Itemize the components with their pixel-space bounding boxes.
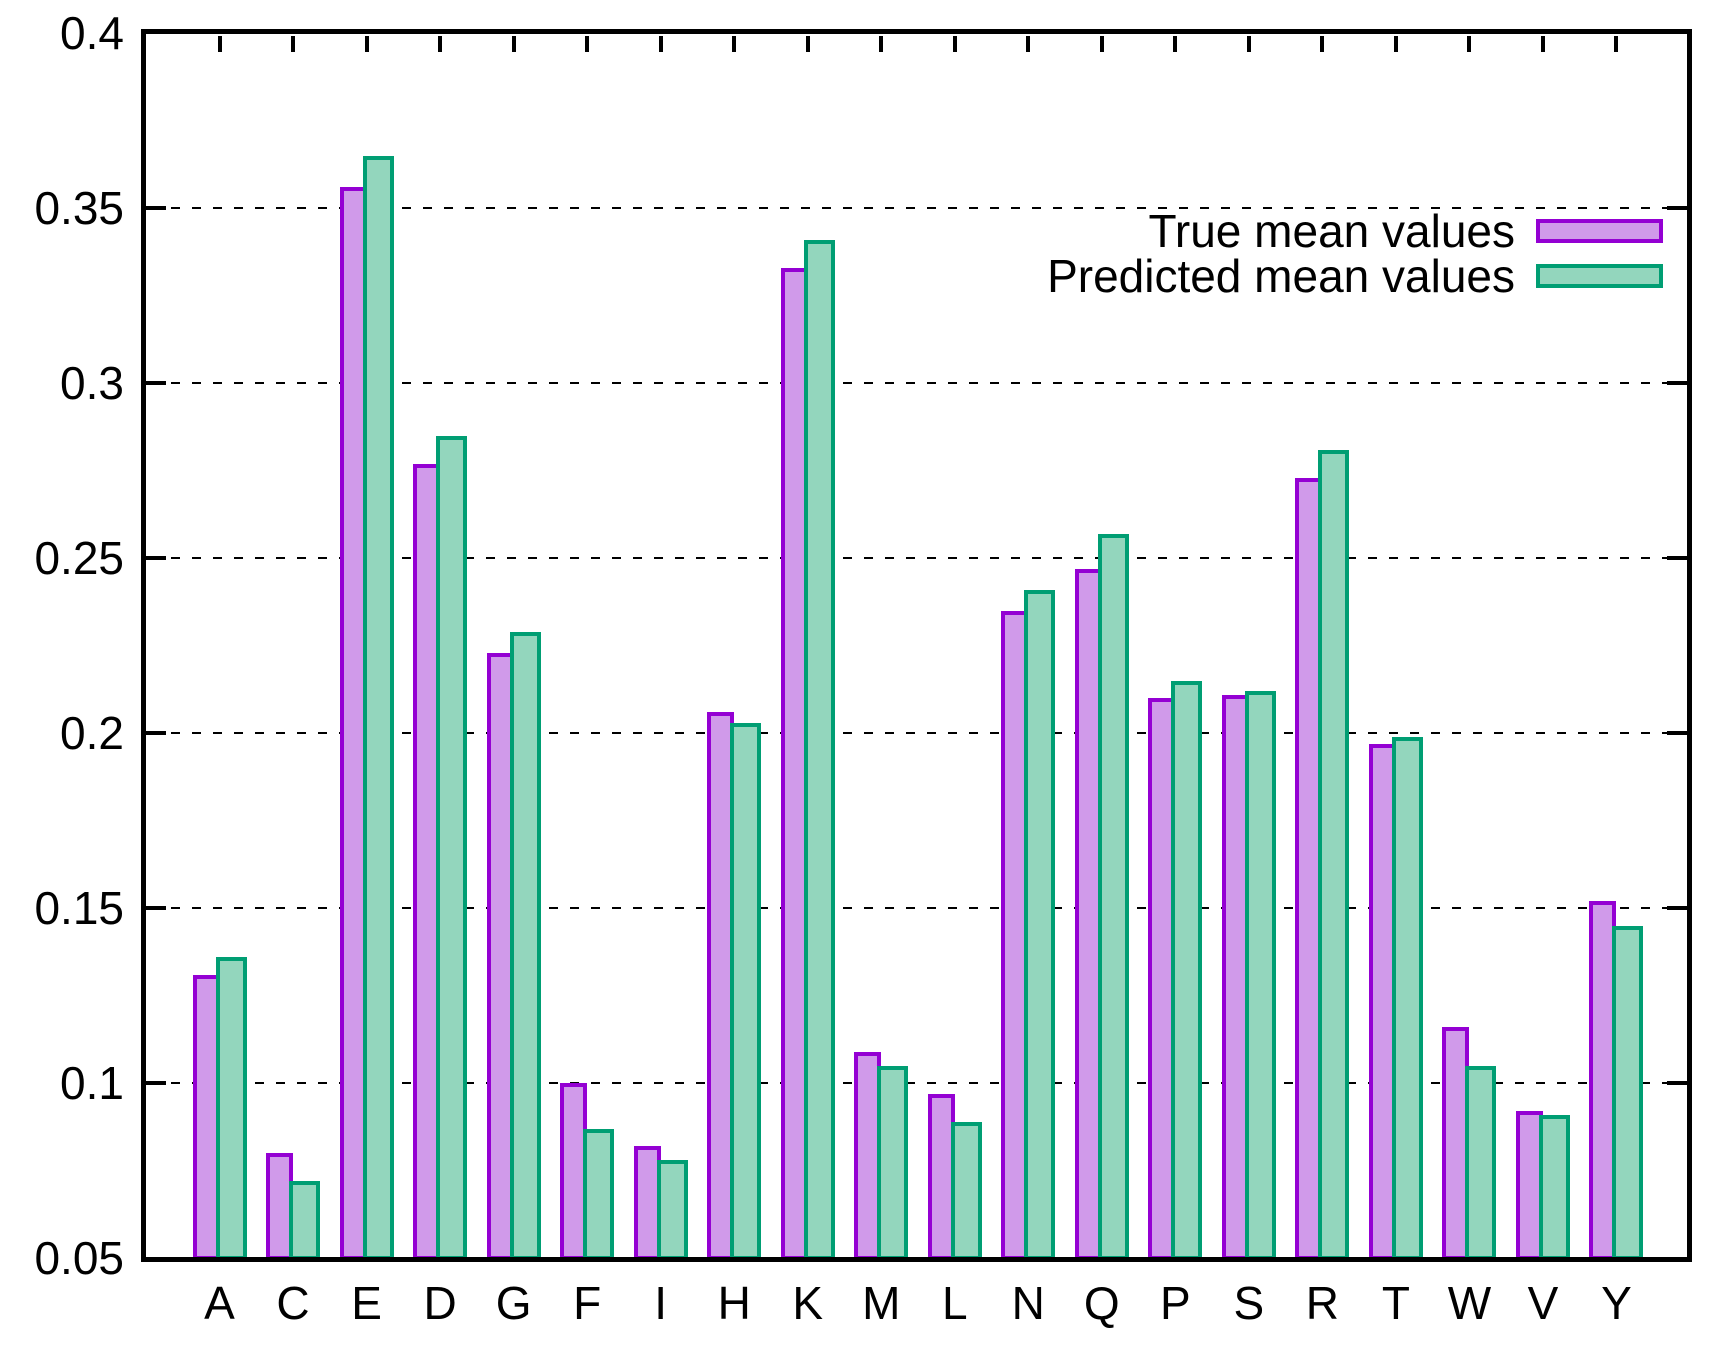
x-tick-mark-top [1393, 36, 1398, 52]
y-tick-mark-right [1667, 206, 1687, 210]
gridline [150, 732, 1686, 734]
x-tick-mark-top [658, 36, 663, 52]
y-tick-mark-left [146, 206, 166, 210]
gridline [150, 907, 1686, 909]
legend-row: Predicted mean values [1047, 253, 1663, 299]
bar-predicted-L [950, 1121, 982, 1260]
x-tick-mark-top [217, 36, 222, 52]
y-axis-tick-label: 0.35 [34, 182, 124, 234]
x-tick-mark-top [1099, 36, 1104, 52]
bar-predicted-M [877, 1065, 909, 1260]
y-tick-mark-right [1667, 381, 1687, 385]
x-tick-mark-top [1467, 36, 1472, 52]
bar-predicted-S [1244, 691, 1276, 1260]
bar-predicted-H [730, 722, 762, 1260]
y-axis-tick-label: 0.25 [34, 532, 124, 584]
bar-true-L [927, 1093, 955, 1260]
x-tick-mark-top [1320, 36, 1325, 52]
x-axis-tick-label: F [573, 1277, 602, 1329]
x-axis-tick-label: V [1527, 1277, 1559, 1329]
legend-label: True mean values [1148, 205, 1515, 257]
x-axis-tick-label: Q [1083, 1277, 1120, 1329]
x-axis-tick-label: E [351, 1277, 382, 1329]
x-tick-mark-top [1173, 36, 1178, 52]
bar-predicted-E [362, 155, 394, 1260]
x-axis-tick-label: A [204, 1277, 235, 1329]
x-axis-tick-label: K [792, 1277, 824, 1329]
x-axis-tick-label: P [1159, 1277, 1191, 1329]
bar-predicted-Y [1612, 925, 1644, 1260]
y-tick-mark-left [146, 1081, 166, 1085]
gridline [150, 557, 1686, 559]
y-axis-tick-label: 0.05 [34, 1232, 124, 1284]
bar-predicted-D [436, 435, 468, 1260]
x-tick-mark-top [511, 36, 516, 52]
bar-predicted-W [1465, 1065, 1497, 1260]
y-axis-tick-label: 0.15 [34, 882, 124, 934]
y-tick-mark-right [1667, 556, 1687, 560]
legend-row: True mean values [1149, 208, 1663, 254]
bar-true-D [413, 463, 441, 1260]
gridline [150, 382, 1686, 384]
legend-label: Predicted mean values [1047, 250, 1515, 302]
y-axis-tick-label: 0.4 [60, 7, 124, 59]
y-tick-mark-left [146, 731, 166, 735]
x-axis-tick-label: T [1381, 1277, 1410, 1329]
x-tick-mark-top [364, 36, 369, 52]
y-tick-mark-right [1667, 1081, 1687, 1085]
x-tick-mark-top [438, 36, 443, 52]
bar-predicted-P [1171, 680, 1203, 1260]
y-axis-tick-label: 0.2 [60, 707, 124, 759]
bar-predicted-F [583, 1128, 615, 1260]
bar-predicted-K [803, 239, 835, 1260]
bar-predicted-N [1024, 589, 1056, 1260]
x-tick-mark-top [805, 36, 810, 52]
x-axis-tick-label: I [654, 1277, 668, 1329]
x-axis-tick-label: C [276, 1277, 310, 1329]
x-tick-mark-top [952, 36, 957, 52]
bar-predicted-G [509, 631, 541, 1260]
y-tick-mark-right [1667, 731, 1687, 735]
x-tick-mark-top [291, 36, 296, 52]
bar-predicted-R [1318, 449, 1350, 1260]
bar-predicted-T [1391, 736, 1423, 1260]
x-axis-tick-label: W [1447, 1277, 1492, 1329]
x-tick-mark-top [585, 36, 590, 52]
bar-predicted-A [215, 957, 247, 1260]
y-axis-tick-label: 0.1 [60, 1057, 124, 1109]
y-axis-tick-label: 0.3 [60, 357, 124, 409]
y-tick-mark-left [146, 906, 166, 910]
x-axis-tick-label: G [495, 1277, 532, 1329]
legend-swatch [1536, 264, 1663, 288]
x-axis-tick-label: H [717, 1277, 751, 1329]
x-axis-tick-label: R [1305, 1277, 1339, 1329]
x-tick-mark-top [1026, 36, 1031, 52]
bar-predicted-Q [1097, 533, 1129, 1260]
x-axis-tick-label: Y [1601, 1277, 1632, 1329]
y-tick-mark-left [146, 381, 166, 385]
x-tick-mark-top [732, 36, 737, 52]
bar-predicted-V [1538, 1114, 1570, 1260]
x-axis-tick-label: N [1011, 1277, 1045, 1329]
x-axis-tick-label: S [1233, 1277, 1265, 1329]
x-tick-mark-top [1540, 36, 1545, 52]
x-axis-tick-label: L [941, 1277, 968, 1329]
bar-predicted-C [289, 1181, 321, 1260]
bar-predicted-I [656, 1160, 688, 1260]
y-tick-mark-right [1667, 906, 1687, 910]
x-tick-mark-top [1246, 36, 1251, 52]
gridline [150, 207, 1686, 209]
bar-true-T [1368, 743, 1396, 1260]
x-axis-tick-label: D [423, 1277, 457, 1329]
gridline [150, 1082, 1686, 1084]
legend-swatch [1536, 219, 1663, 243]
x-tick-mark-top [879, 36, 884, 52]
x-axis-tick-label: M [862, 1277, 901, 1329]
y-tick-mark-left [146, 556, 166, 560]
x-tick-mark-top [1614, 36, 1619, 52]
